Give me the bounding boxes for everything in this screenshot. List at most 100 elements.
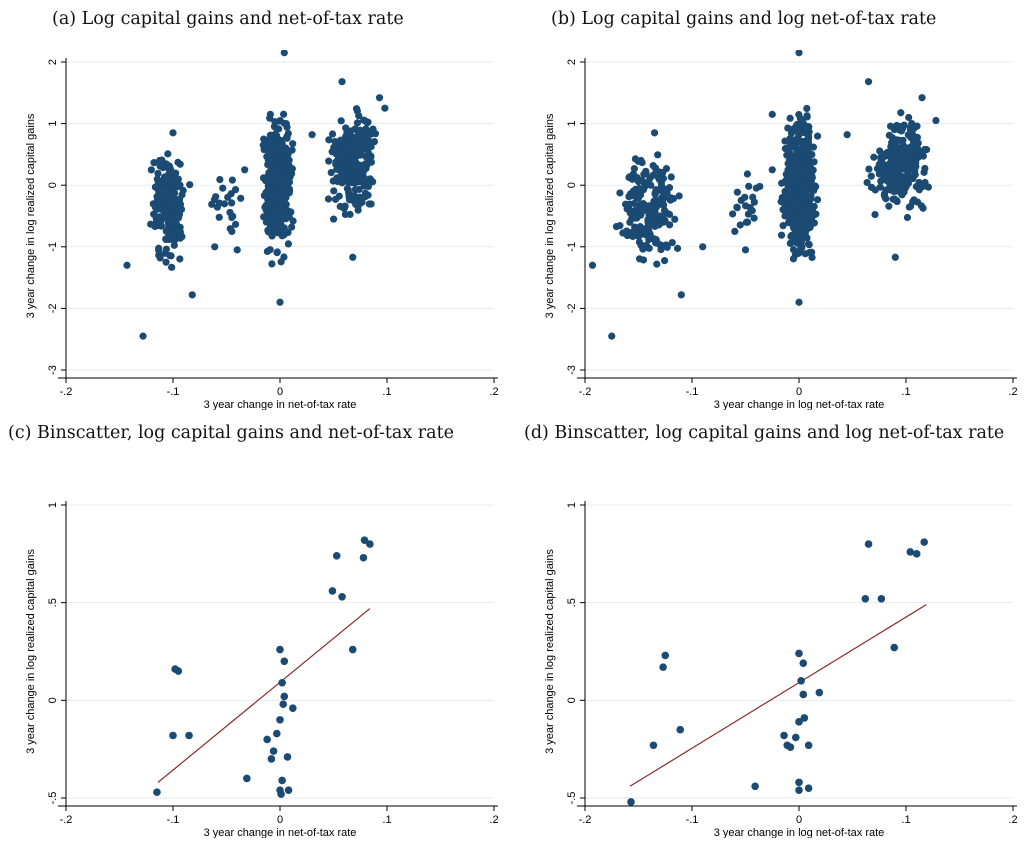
data-point (338, 593, 346, 601)
scatter-point (639, 245, 647, 253)
data-point (799, 659, 808, 668)
x-tick-label: -.2 (60, 814, 73, 826)
scatter-point (162, 235, 170, 243)
scatter-point (216, 175, 224, 184)
scatter-point (777, 231, 786, 239)
scatter-point (156, 254, 164, 262)
scatter-point (260, 191, 268, 200)
scatter-point (793, 201, 801, 209)
scatter-point (259, 141, 267, 149)
scatter-point (660, 185, 668, 193)
scatter-point (899, 175, 907, 183)
scatter-point (174, 158, 182, 166)
scatter-point (787, 129, 796, 137)
data-point (272, 729, 281, 738)
scatter-point (635, 255, 644, 263)
data-point (800, 714, 809, 722)
scatter-point (752, 184, 760, 192)
scatter-point (909, 162, 917, 170)
scatter-point (231, 220, 240, 228)
scatter-point (801, 209, 809, 218)
scatter-point (330, 215, 338, 223)
data-point (169, 129, 177, 137)
scatter-point (802, 185, 810, 193)
scatter-point (750, 198, 758, 206)
scatter-point (798, 180, 806, 189)
scatter-point (352, 105, 361, 113)
scatter-point (277, 205, 285, 213)
data-point (308, 131, 316, 139)
scatter-point (729, 210, 737, 218)
scatter-point (794, 148, 802, 156)
data-point (804, 784, 813, 793)
scatter-point (659, 218, 667, 226)
scatter-point (666, 221, 674, 229)
scatter-point (903, 213, 912, 222)
scatter-point (176, 200, 185, 208)
y-axis-label: 3 year change in log realized capital ga… (25, 113, 37, 318)
scatter-point (915, 186, 923, 194)
scatter-point (782, 170, 790, 178)
scatter-point (905, 203, 913, 211)
scatter-point (651, 164, 660, 172)
data-point (276, 645, 284, 654)
scatter-point (784, 124, 792, 132)
data-point (153, 788, 161, 796)
data-point (731, 227, 739, 235)
data-point (659, 663, 667, 671)
scatter-point (348, 171, 356, 179)
data-point (786, 743, 795, 752)
scatter-point (793, 229, 802, 237)
data-point (627, 798, 635, 806)
scatter-point (638, 207, 646, 215)
scatter-point (325, 136, 333, 144)
data-point (284, 786, 293, 794)
scatter-point (333, 174, 341, 182)
data-point (139, 332, 147, 340)
y-tick-label: 0 (566, 697, 578, 703)
scatter-point (781, 187, 789, 195)
scatter-point (363, 119, 371, 127)
scatter-point (279, 110, 288, 118)
scatter-point (655, 199, 664, 207)
x-tick-label: -.2 (579, 386, 592, 398)
data-point (699, 243, 707, 251)
data-point (768, 166, 776, 174)
scatter-point (919, 204, 927, 212)
scatter-point (263, 247, 271, 256)
scatter-point (900, 150, 908, 158)
y-tick-label: 2 (47, 59, 59, 65)
scatter-point (625, 173, 633, 181)
scatter-point (277, 258, 285, 266)
scatter-point (809, 166, 817, 174)
scatter-point (619, 229, 627, 237)
chart-panel-d: -.2 -.1 0 .1 .2 -.5 0 .5 1 3 year change in log n… (544, 501, 1018, 838)
scatter-point (347, 127, 355, 135)
y-tick-label: 0 (566, 182, 578, 188)
x-tick-label: .1 (901, 386, 910, 398)
scatter-point (288, 223, 296, 231)
scatter-point (750, 214, 758, 222)
data-point (751, 782, 759, 791)
scatter-point (889, 172, 897, 180)
scatter-point (870, 153, 878, 161)
scatter-point (150, 159, 158, 167)
scatter-point (354, 133, 362, 141)
scatter-point (271, 143, 279, 151)
x-axis-label: 3 year change in net-of-tax rate (204, 827, 357, 838)
data-point (338, 78, 346, 86)
scatter-point (795, 161, 803, 170)
scatter-point (338, 179, 346, 187)
scatter-point (167, 218, 175, 226)
scatter-point (893, 136, 901, 144)
scatter-point (268, 260, 276, 268)
scatter-point (219, 184, 227, 192)
y-tick-label: -3 (566, 365, 578, 375)
scatter-point (801, 215, 810, 223)
chart-panel-a: -.2 -.1 0 .1 .2 -3 -2 -1 0 1 2 3 year change in net… (25, 50, 499, 410)
scatter-point (795, 239, 803, 247)
y-tick-label: -1 (566, 242, 578, 252)
scatter-point (356, 169, 364, 177)
data-point (381, 104, 389, 112)
data-point (359, 553, 368, 562)
